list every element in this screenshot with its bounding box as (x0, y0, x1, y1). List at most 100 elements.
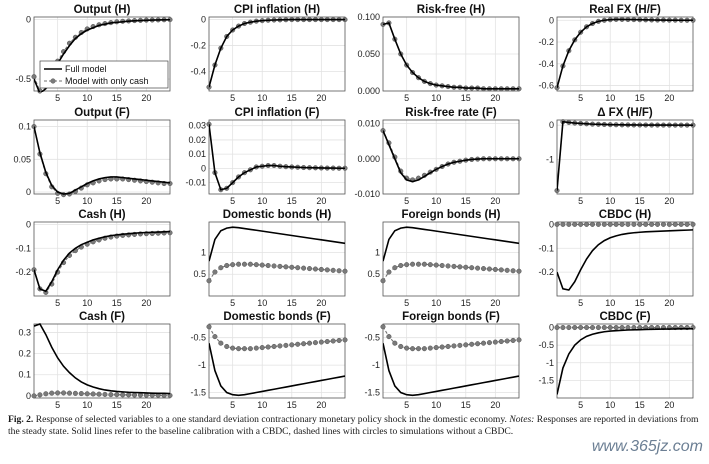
series-cash-only-point (253, 345, 259, 351)
axes-frame (382, 119, 520, 195)
series-cash-only-point (480, 266, 487, 272)
series-cash-only-point (247, 261, 253, 267)
series-cash-only-point (336, 268, 342, 274)
series-cash-only-point (230, 345, 236, 351)
y-tick-label: -1 (546, 358, 554, 368)
series-cash-only-point (421, 261, 427, 267)
series-cash-only-point (601, 221, 607, 227)
panel-title: Domestic bonds (H) (223, 209, 332, 221)
y-tick-label: 0.1 (18, 370, 31, 380)
x-tick-label: 20 (664, 298, 674, 308)
axes-frame (208, 323, 346, 399)
series-cash-only-point (96, 391, 102, 397)
y-tick-label: 0 (201, 15, 206, 25)
series-cash-only-point (404, 262, 410, 268)
panel-title: Δ FX (H/F) (597, 107, 653, 119)
series-cash-only-point (578, 221, 584, 227)
series-cash-only-point (457, 342, 463, 348)
series-cash-only-point (283, 264, 289, 270)
series-cash-only-line (209, 124, 345, 191)
axes-frame (556, 16, 694, 92)
y-tick-label: 1 (375, 247, 380, 257)
series-cash-only-point (439, 344, 445, 350)
series-cash-only-point (445, 263, 451, 269)
series-full-model-line (557, 120, 693, 191)
series-full-model-line (383, 343, 519, 397)
x-tick-label: 15 (112, 93, 122, 103)
series-cash-only-point (589, 324, 596, 331)
series-cash-only-point (236, 346, 242, 352)
series-cash-only-point (318, 266, 324, 272)
series-cash-only-line (209, 19, 345, 88)
y-tick-label: 0 (26, 391, 31, 401)
y-tick-label: -0.4 (538, 59, 554, 69)
x-tick-label: 10 (605, 196, 615, 206)
x-tick-label: 15 (112, 298, 122, 308)
series-cash-only-point (601, 324, 607, 331)
series-cash-only-point (277, 263, 283, 269)
series-cash-only-point (230, 262, 236, 268)
panel-10: Domestic bonds (H) 5 10 15 20 1 0.5 (193, 209, 348, 308)
series-full-model-line (209, 226, 345, 262)
x-tick-label: 5 (55, 400, 60, 410)
y-tick-label: 0.000 (357, 154, 380, 164)
series-cash-only-point (131, 392, 138, 398)
series-cash-only-point (625, 221, 631, 227)
series-full-model-line (209, 343, 345, 397)
x-tick-label: 10 (431, 196, 441, 206)
y-tick-label: 0 (549, 323, 554, 333)
series-cash-only-point (66, 390, 73, 396)
x-tick-label: 5 (230, 298, 235, 308)
y-tick-label: 0.03 (188, 121, 206, 131)
series-cash-only-point (206, 324, 212, 330)
series-cash-only-point (625, 324, 631, 331)
y-tick-label: 0 (549, 15, 554, 25)
x-tick-label: 5 (404, 93, 409, 103)
series-cash-only-point (312, 340, 318, 346)
x-tick-label: 20 (664, 196, 674, 206)
panel-3: Risk-free (H) 5 10 15 20 0.100 0.050 0.000 (357, 4, 522, 103)
series-cash-only-point (678, 221, 684, 227)
series-cash-only-point (516, 268, 522, 274)
series-cash-only-point (212, 334, 218, 340)
series-cash-only-point (415, 261, 422, 267)
series-cash-only-point (295, 341, 301, 347)
x-tick-label: 10 (257, 196, 267, 206)
series-cash-only-point (247, 346, 253, 352)
series-cash-only-point (643, 221, 649, 227)
y-tick-label: 1 (201, 247, 206, 257)
panel-title: Risk-free (H) (417, 4, 486, 16)
series-cash-only-point (684, 221, 690, 227)
x-tick-label: 5 (578, 196, 583, 206)
series-full-model-line (34, 230, 170, 293)
panel-title: Real FX (H/F) (589, 4, 661, 16)
series-cash-only-point (301, 341, 307, 347)
y-tick-label: 0.100 (357, 12, 380, 22)
x-tick-label: 20 (141, 196, 151, 206)
series-cash-only-point (218, 340, 224, 346)
x-tick-label: 5 (404, 400, 409, 410)
series-cash-only-point (554, 221, 560, 227)
y-tick-label: -0.1 (538, 243, 554, 253)
series-cash-only-line (557, 18, 693, 88)
y-tick-label: 0.050 (357, 49, 380, 59)
series-cash-only-point (78, 391, 84, 397)
x-tick-label: 20 (141, 93, 151, 103)
series-cash-only-point (31, 393, 37, 399)
series-cash-only-point (619, 324, 625, 331)
series-cash-only-point (433, 262, 439, 268)
series-cash-only-point (613, 221, 619, 227)
y-tick-label: -0.4 (190, 67, 206, 77)
y-tick-label: -0.2 (190, 41, 206, 51)
series-cash-only-point (241, 261, 248, 267)
series-cash-only-point (224, 262, 230, 269)
series-cash-only-point (271, 263, 277, 269)
series-cash-only-point (672, 221, 678, 227)
series-cash-only-point (72, 390, 78, 396)
series-cash-only-point (253, 262, 259, 268)
y-tick-label: 0 (26, 219, 31, 229)
panel-title: Cash (F) (79, 311, 125, 323)
series-cash-only-point (306, 266, 313, 272)
series-cash-only-point (61, 390, 67, 396)
